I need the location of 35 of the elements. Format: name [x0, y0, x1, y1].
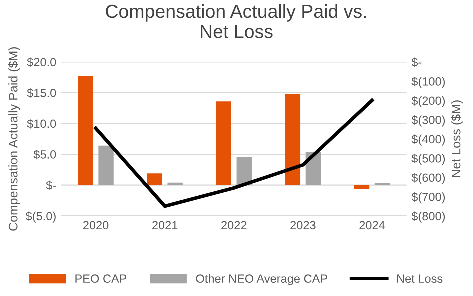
x-tick-label: 2024	[360, 221, 386, 230]
y-tick-label: $20.0	[27, 58, 56, 68]
y2-tick-label: $-	[412, 58, 422, 68]
bar	[354, 185, 370, 189]
bar	[147, 174, 162, 186]
line-series	[94, 98, 374, 208]
legend-label: PEO CAP	[76, 274, 127, 284]
x-tick-label: 2022	[222, 221, 247, 230]
chart-title: Compensation Actually Paid vs. Net Loss	[106, 4, 366, 38]
y-tick-label: $5.0	[34, 150, 56, 160]
y-tick-label: $15.0	[27, 88, 56, 98]
y-tick-label: $10.0	[27, 119, 56, 129]
y2-tick-label: $(500)	[412, 154, 446, 166]
bar	[98, 146, 114, 186]
x-tick-label: 2020	[83, 221, 109, 230]
bar	[216, 102, 232, 186]
bar	[236, 156, 252, 186]
y2-tick-label: $(600)	[412, 173, 446, 184]
y-tick-label: $-	[46, 180, 56, 190]
y2-tick-label: $(300)	[412, 116, 446, 127]
bar	[78, 76, 94, 186]
y2-tick-label: $(400)	[412, 134, 446, 146]
bar	[285, 94, 301, 186]
x-tick-label: 2023	[290, 221, 316, 230]
x-tick-label: 2021	[152, 221, 178, 230]
y2-axis-title: Net Loss ($M)	[451, 100, 464, 178]
legend-label: Other NEO Average CAP	[196, 274, 328, 286]
y-tick-label: $(5.0)	[26, 212, 56, 223]
y2-tick-label: $(200)	[412, 96, 446, 108]
legend-label: Net Loss	[397, 274, 443, 284]
bar	[168, 182, 183, 186]
y2-tick-label: $(700)	[412, 192, 446, 204]
y-axis-title: Compensation Actually Paid ($M)	[8, 47, 20, 231]
y2-tick-label: $(800)	[412, 212, 446, 223]
y2-tick-label: $(100)	[412, 77, 446, 88]
